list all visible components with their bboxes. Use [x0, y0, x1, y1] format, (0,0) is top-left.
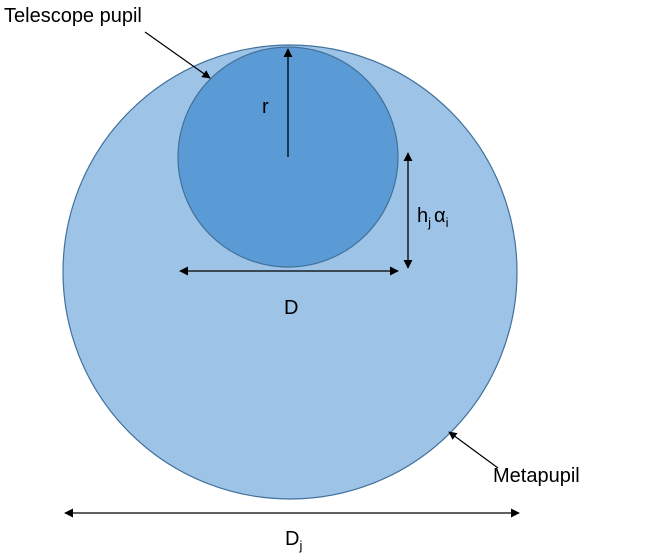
label: r: [262, 96, 269, 118]
label: D: [285, 528, 299, 550]
subscript: j: [427, 215, 431, 230]
label: Metapupil: [493, 465, 580, 487]
label: D: [284, 297, 298, 319]
subscript: i: [446, 215, 449, 230]
leader-line: [144, 31, 211, 79]
label: α: [434, 205, 446, 227]
label: hj αi: [417, 205, 449, 230]
label: h: [417, 205, 428, 227]
label: Dj: [285, 528, 302, 553]
subscript: j: [298, 538, 302, 553]
leader-line: [448, 431, 499, 469]
label: Telescope pupil: [4, 5, 142, 27]
